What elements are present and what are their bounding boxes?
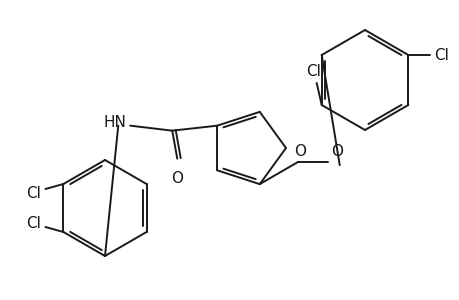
Text: O: O bbox=[293, 143, 305, 158]
Text: Cl: Cl bbox=[27, 217, 41, 232]
Text: O: O bbox=[330, 144, 342, 159]
Text: O: O bbox=[171, 171, 183, 186]
Text: Cl: Cl bbox=[27, 187, 41, 202]
Text: Cl: Cl bbox=[433, 47, 448, 62]
Text: HN: HN bbox=[103, 115, 126, 130]
Text: Cl: Cl bbox=[306, 64, 320, 79]
